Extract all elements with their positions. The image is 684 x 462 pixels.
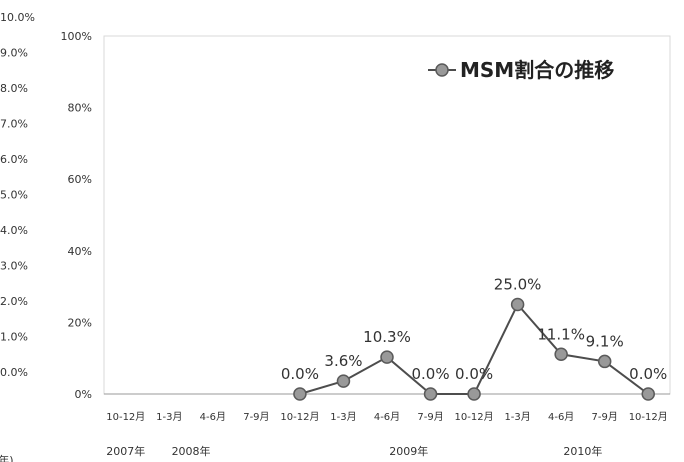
legend-marker [435,63,449,77]
year-label: 2008年 [172,444,211,458]
left-axis-tick: 4.0% [0,224,28,237]
x-axis-tick: 1-3月 [330,411,356,423]
left-axis-tick: 1.0% [0,331,28,344]
x-axis-tick: 10-12月 [106,411,145,423]
x-axis-tick: 1-3月 [504,411,530,423]
y-axis-tick: 0% [75,388,92,401]
data-label: 0.0% [411,365,449,383]
data-point [510,297,525,312]
x-axis-tick: 7-9月 [592,411,618,423]
data-point [380,350,394,364]
legend: MSM割合の推移 [428,58,614,82]
data-point [597,354,612,369]
year-label: 2009年 [389,444,428,458]
y-axis-tick: 100% [61,30,92,43]
left-axis-tick: 2.0% [0,295,28,308]
y-axis-tick: 60% [68,173,92,186]
left-axis-tick: 8.0% [0,82,28,95]
legend-label: MSM割合の推移 [460,58,614,82]
series-msm: 0.0% 3.6%10.3% 0.0% 0.0% 25.0% 11.1% 9.1% 0.0% [281,276,667,401]
data-point [641,387,655,401]
left-axis-tick: 9.0% [0,47,28,60]
data-label: 3.6% [324,352,362,370]
data-label: 11.1% [537,325,585,343]
plot-area [103,35,671,395]
data-label: 9.1% [586,332,624,350]
x-axis-tick: 4-6月 [548,411,574,423]
x-axis-tick: 10-12月 [455,411,494,423]
y-axis: 0% 20% 40% 60% 80% 100% [61,30,92,401]
year-labels: 2007年 2008年 2009年 2010年 [106,444,602,458]
year-label: 2010年 [563,444,602,458]
y-axis-tick: 20% [68,316,92,329]
data-point [293,387,307,401]
data-label: 0.0% [629,365,667,383]
x-axis: 10-12月 1-3月 4-6月 7-9月 10-12月 1-3月 4-6月 7-9月 10-1… [106,411,668,423]
y-axis-tick: 40% [68,245,92,258]
corner-fragment: (年) [0,453,14,462]
x-axis-tick: 4-6月 [200,411,226,423]
left-axis-tick: 7.0% [0,118,28,131]
x-axis-tick: 10-12月 [629,411,668,423]
data-label: 25.0% [494,276,542,294]
x-axis-tick: 1-3月 [156,411,182,423]
left-axis-tick: 0.0% [0,366,28,379]
left-axis-tick: 6.0% [0,153,28,166]
year-label: 2007年 [106,444,145,458]
data-label: 0.0% [455,365,493,383]
data-label: 0.0% [281,365,319,383]
left-axis-tick: 3.0% [0,260,28,273]
data-point [336,374,351,388]
x-axis-tick: 7-9月 [417,411,443,423]
data-point [423,387,438,401]
x-axis-tick: 10-12月 [280,411,319,423]
data-point [554,347,568,362]
data-point [467,387,481,401]
left-axis-tick: 10.0% [0,11,35,24]
data-label: 10.3% [363,328,411,346]
left-percent-axis: 0.0% 1.0% 2.0% 3.0% 4.0% 5.0% 6.0% 7.0% 8.0% 9.0%… [0,11,35,379]
y-axis-tick: 80% [68,102,92,115]
left-axis-tick: 5.0% [0,189,28,202]
x-axis-tick: 7-9月 [243,411,269,423]
x-axis-tick: 4-6月 [374,411,400,423]
